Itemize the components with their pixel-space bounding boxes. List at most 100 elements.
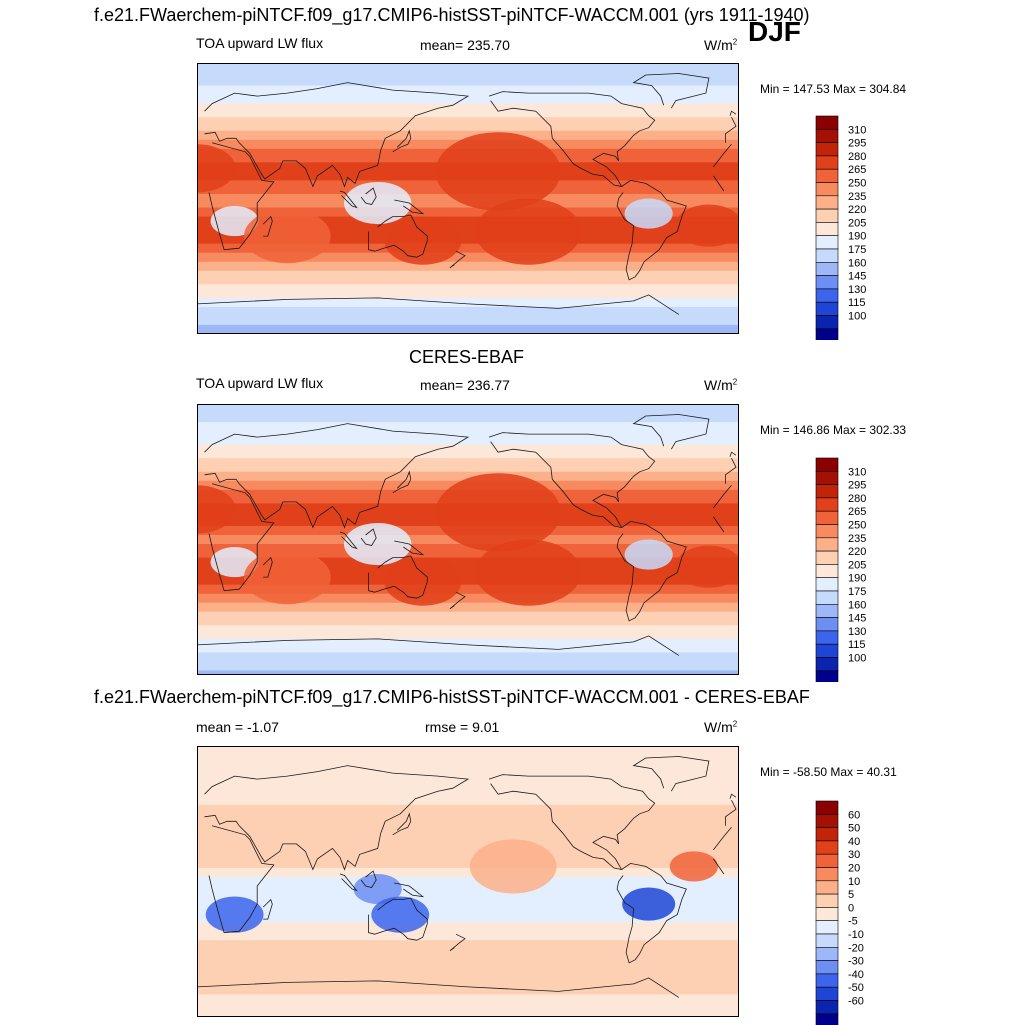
field-band <box>197 99 739 105</box>
field-band <box>197 444 739 450</box>
field-band <box>197 746 739 752</box>
field-band <box>197 311 739 317</box>
field-band <box>197 279 739 285</box>
coastline <box>392 129 412 153</box>
field-band <box>197 813 739 819</box>
field-band <box>197 557 739 563</box>
colorbar-swatch <box>815 853 839 868</box>
field-band <box>197 63 739 69</box>
field-band <box>197 881 739 887</box>
coastline <box>449 591 466 610</box>
panel-3-mean: mean = -1.07 <box>196 719 279 735</box>
field-feature <box>624 539 673 570</box>
field-band <box>197 593 739 599</box>
units-base: W/m <box>704 719 733 735</box>
coastline <box>729 451 737 457</box>
coastline <box>616 862 687 964</box>
colorbar-swatch <box>815 484 839 499</box>
panel-2-mean: mean= 236.77 <box>420 377 510 393</box>
panel-1-mean: mean= 235.70 <box>420 37 510 53</box>
field-band <box>197 275 739 281</box>
colorbar-swatch <box>815 907 839 922</box>
colorbar-label: -30 <box>848 956 864 968</box>
field-band <box>197 827 739 833</box>
field-band <box>197 580 739 586</box>
colorbar-label: 20 <box>848 863 860 875</box>
colorbar-swatch <box>815 813 839 828</box>
field-band <box>197 602 739 608</box>
coastline <box>488 91 656 188</box>
colorbar-label: 295 <box>848 480 866 492</box>
colorbar-swatch <box>815 470 839 485</box>
units-base: W/m <box>704 377 733 393</box>
units-base: W/m <box>704 37 733 53</box>
colorbar-label: 310 <box>848 124 866 136</box>
colorbar-swatch <box>815 235 839 250</box>
coastline <box>729 793 737 799</box>
field-band <box>197 257 739 263</box>
colorbar-swatch <box>815 142 839 157</box>
field-band <box>197 431 739 437</box>
coastline <box>208 142 732 251</box>
field-band <box>197 620 739 626</box>
coastline <box>204 765 737 871</box>
field-band <box>197 417 739 423</box>
colorbar-label: 10 <box>848 876 860 888</box>
coastline <box>394 882 425 898</box>
colorbar-label: 115 <box>848 297 866 309</box>
field-band <box>197 404 739 410</box>
field-band <box>197 413 739 419</box>
colorbar-label: 0 <box>848 902 854 914</box>
colorbar-label: 220 <box>848 204 866 216</box>
field-band <box>197 320 739 326</box>
colorbar-label: 5 <box>848 889 854 901</box>
panel-3-minmax: Min = -58.50 Max = 40.31 <box>760 765 897 779</box>
coastline <box>197 977 680 1017</box>
coastline <box>392 470 412 494</box>
field-feature <box>624 198 673 229</box>
field-band <box>197 207 739 213</box>
coastline <box>208 825 732 934</box>
colorbar-label: 235 <box>848 191 866 203</box>
field-band <box>197 652 739 658</box>
colorbar-swatch <box>815 564 839 579</box>
colorbar-label: 145 <box>848 613 866 625</box>
panel-2-title: CERES-EBAF <box>409 347 525 367</box>
field-band <box>197 998 739 1004</box>
panel-1-map <box>197 63 739 334</box>
colorbar-label: 190 <box>848 231 866 243</box>
colorbar-label: 160 <box>848 599 866 611</box>
coastline <box>394 199 425 215</box>
field-band <box>197 1003 739 1009</box>
panel-1-variable: TOA upward LW flux <box>196 35 324 51</box>
field-feature <box>435 132 561 211</box>
field-band <box>197 103 739 109</box>
panel-3-title: f.e21.FWaerchem-piNTCF.f09_g17.CMIP6-his… <box>94 687 810 707</box>
field-feature <box>675 545 739 588</box>
field-band <box>197 638 739 644</box>
field-band <box>197 777 739 783</box>
colorbar-swatch <box>815 457 839 472</box>
field-band <box>197 994 739 1000</box>
coastline <box>392 812 412 836</box>
field-feature <box>197 144 236 193</box>
field-band <box>197 571 739 577</box>
field-band <box>197 230 739 236</box>
colorbar-label: -60 <box>848 996 864 1008</box>
field-band <box>197 248 739 254</box>
colorbar-swatch <box>815 657 839 672</box>
field-band <box>197 435 739 441</box>
field-band <box>197 306 739 312</box>
field-feature <box>475 198 582 265</box>
field-band <box>197 76 739 82</box>
colorbar-label: -40 <box>848 969 864 981</box>
field-band <box>197 584 739 590</box>
field-feature <box>353 873 402 905</box>
panel-1-colorbar: 3102952802652502352202051901751601451301… <box>815 115 866 340</box>
panel-3-rmse: rmse = 9.01 <box>425 719 500 735</box>
colorbar-label: 115 <box>848 639 866 651</box>
colorbar-swatch <box>815 947 839 961</box>
coastline <box>729 110 737 116</box>
colorbar-swatch <box>815 800 839 815</box>
colorbar-swatch <box>815 617 839 632</box>
